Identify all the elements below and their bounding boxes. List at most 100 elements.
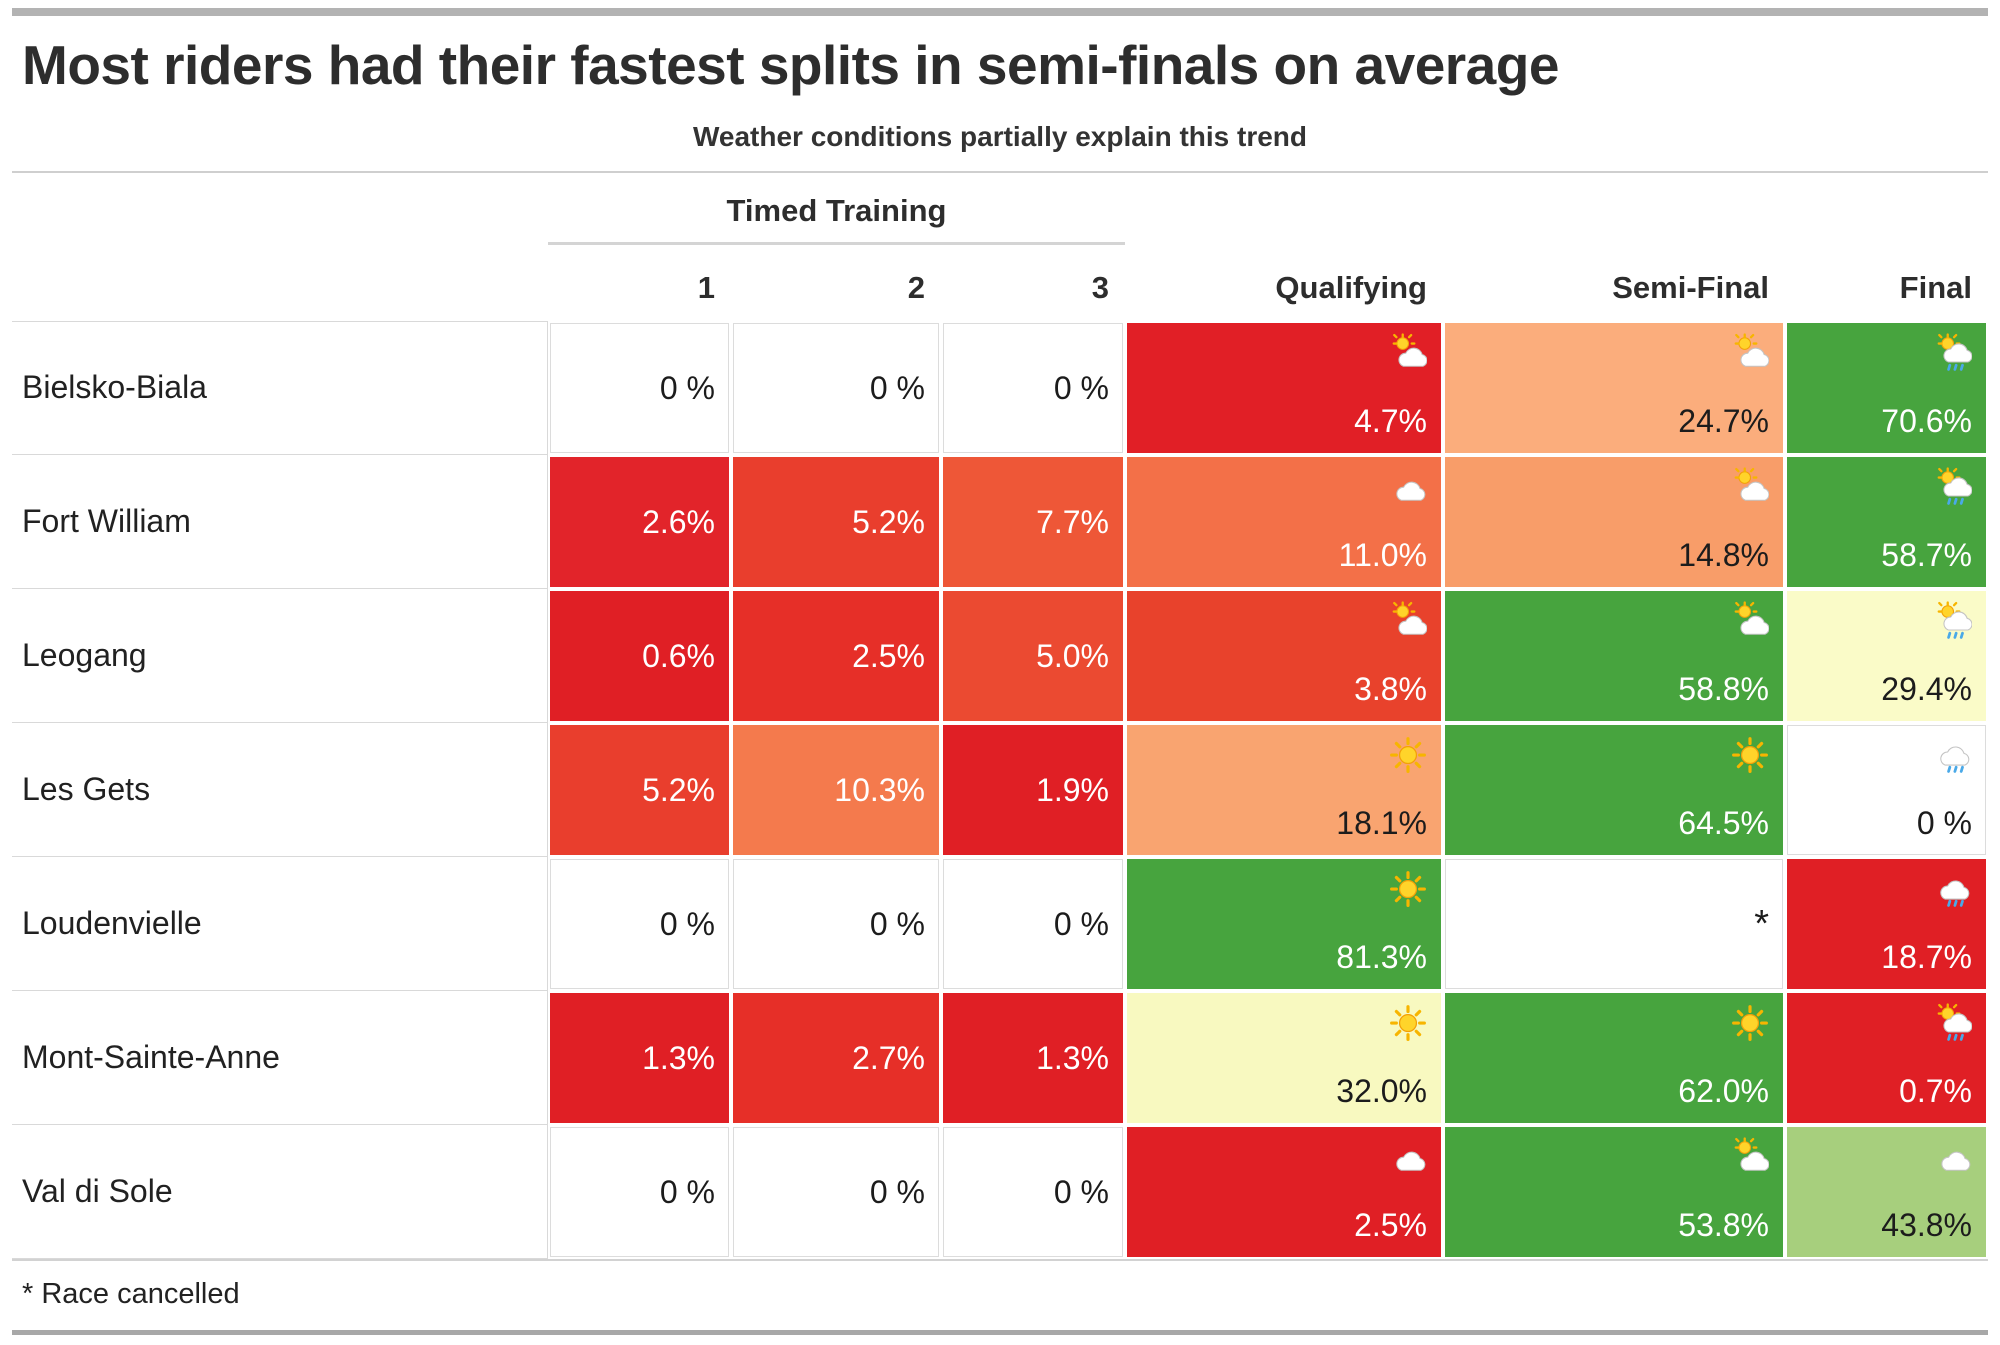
cell-leogang-tt2: 2.5%	[731, 588, 941, 723]
cell-value: 0.6%	[642, 637, 715, 674]
cancelled-marker: *	[1754, 902, 1769, 945]
cell-value: 0 %	[869, 1173, 925, 1210]
cell-value: 1.3%	[642, 1039, 715, 1076]
cell-leogang-final: 29.4%	[1785, 588, 1988, 723]
cell-les-gets-qualifying: 18.1%	[1125, 722, 1443, 857]
cell-value: 0 %	[1916, 804, 1972, 841]
cell-bielsko-biala-tt1: 0 %	[548, 320, 731, 455]
weather-sun-cloud-icon	[1731, 467, 1769, 505]
cell-les-gets-final: 0 %	[1785, 722, 1988, 857]
cell-value: 10.3%	[834, 771, 925, 808]
weather-cloud-icon	[1389, 467, 1427, 505]
weather-sun-cloud-icon	[1731, 1137, 1769, 1175]
cell-fort-william-tt2: 5.2%	[731, 454, 941, 589]
weather-rain-icon	[1934, 869, 1972, 907]
row-label: Fort William	[12, 454, 548, 589]
cell-mont-sainte-anne-semi-final: 62.0%	[1443, 990, 1785, 1125]
cell-value: 53.8%	[1678, 1206, 1769, 1243]
weather-cloud-icon	[1389, 1137, 1427, 1175]
cell-value: 1.3%	[1036, 1039, 1109, 1076]
cell-val-di-sole-qualifying: 2.5%	[1125, 1124, 1443, 1259]
weather-sun-cloud-icon	[1731, 333, 1769, 371]
cell-mont-sainte-anne-qualifying: 32.0%	[1125, 990, 1443, 1125]
cell-value: 70.6%	[1881, 402, 1972, 439]
cell-value: 0 %	[659, 369, 715, 406]
cell-bielsko-biala-tt3: 0 %	[941, 320, 1125, 455]
cell-value: 0 %	[659, 1173, 715, 1210]
cell-value: 2.7%	[852, 1039, 925, 1076]
cell-value: 29.4%	[1881, 670, 1972, 707]
cell-fort-william-qualifying: 11.0%	[1125, 454, 1443, 589]
cell-value: 0 %	[659, 905, 715, 942]
cell-value: 58.7%	[1881, 536, 1972, 573]
row-label: Les Gets	[12, 722, 548, 857]
page-title: Most riders had their fastest splits in …	[22, 34, 1559, 96]
cell-value: 24.7%	[1678, 402, 1769, 439]
cell-value: 62.0%	[1678, 1072, 1769, 1109]
weather-sun-icon	[1389, 869, 1427, 907]
header-divider	[12, 170, 1988, 173]
cell-value: 5.2%	[852, 503, 925, 540]
weather-sun-rain-icon	[1934, 333, 1972, 371]
cell-les-gets-tt1: 5.2%	[548, 722, 731, 857]
cell-value: 0 %	[869, 905, 925, 942]
weather-sun-icon	[1389, 735, 1427, 773]
footnote: * Race cancelled	[12, 1258, 1988, 1335]
row-label: Loudenvielle	[12, 856, 548, 991]
weather-sun-cloud-icon	[1731, 601, 1769, 639]
row-label: Val di Sole	[12, 1124, 548, 1259]
column-header-tt1: 1	[697, 269, 715, 305]
weather-sun-rain-icon	[1934, 467, 1972, 505]
cell-value: 11.0%	[1338, 536, 1427, 573]
cell-val-di-sole-tt3: 0 %	[941, 1124, 1125, 1259]
row-label: Mont-Sainte-Anne	[12, 990, 548, 1125]
cell-value: 0 %	[1053, 1173, 1109, 1210]
table-header: Timed Training 1 2 3 Qualifying Semi-Fin…	[12, 173, 1988, 321]
page-subtitle: Weather conditions partially explain thi…	[692, 120, 1308, 152]
cell-mont-sainte-anne-tt2: 2.7%	[731, 990, 941, 1125]
row-label: Bielsko-Biala	[12, 320, 548, 455]
column-header-semi-final: Semi-Final	[1612, 269, 1769, 305]
cell-les-gets-tt3: 1.9%	[941, 722, 1125, 857]
weather-sun-icon	[1731, 1003, 1769, 1041]
cell-fort-william-semi-final: 14.8%	[1443, 454, 1785, 589]
heatmap-grid: Bielsko-Biala 0 % 0 % 0 % 4.7% 24.7% 70.6% Fort…	[12, 320, 1988, 1259]
cell-value: 64.5%	[1678, 804, 1769, 841]
weather-sun-rain-icon	[1934, 601, 1972, 639]
cell-value: 2.5%	[1354, 1206, 1427, 1243]
cell-value: 58.8%	[1678, 670, 1769, 707]
weather-sun-rain-icon	[1934, 1003, 1972, 1041]
cell-value: 2.5%	[852, 637, 925, 674]
weather-cloud-icon	[1934, 1137, 1972, 1175]
cell-leogang-tt1: 0.6%	[548, 588, 731, 723]
page: Most riders had their fastest splits in …	[0, 8, 2000, 1345]
cell-value: 14.8%	[1678, 536, 1769, 573]
group-header-timed-training: Timed Training	[548, 173, 1125, 245]
cell-value: 1.9%	[1036, 771, 1109, 808]
cell-fort-william-final: 58.7%	[1785, 454, 1988, 589]
cell-bielsko-biala-semi-final: 24.7%	[1443, 320, 1785, 455]
cell-value: 18.1%	[1336, 804, 1427, 841]
cell-leogang-semi-final: 58.8%	[1443, 588, 1785, 723]
cell-value: 5.0%	[1036, 637, 1109, 674]
weather-sun-icon	[1731, 735, 1769, 773]
cell-les-gets-tt2: 10.3%	[731, 722, 941, 857]
cell-loudenvielle-tt1: 0 %	[548, 856, 731, 991]
cell-bielsko-biala-tt2: 0 %	[731, 320, 941, 455]
column-header-tt3: 3	[1091, 269, 1109, 305]
cell-fort-william-tt3: 7.7%	[941, 454, 1125, 589]
column-header-final: Final	[1899, 269, 1972, 305]
cell-loudenvielle-semi-final: *	[1443, 856, 1785, 991]
cell-val-di-sole-final: 43.8%	[1785, 1124, 1988, 1259]
weather-sun-cloud-icon	[1389, 333, 1427, 371]
cell-leogang-tt3: 5.0%	[941, 588, 1125, 723]
cell-loudenvielle-tt2: 0 %	[731, 856, 941, 991]
weather-rain-icon	[1934, 735, 1972, 773]
cell-value: 32.0%	[1336, 1072, 1427, 1109]
cell-mont-sainte-anne-final: 0.7%	[1785, 990, 1988, 1125]
cell-value: 5.2%	[642, 771, 715, 808]
cell-value: 7.7%	[1036, 503, 1109, 540]
cell-value: 0.7%	[1899, 1072, 1972, 1109]
cell-bielsko-biala-qualifying: 4.7%	[1125, 320, 1443, 455]
cell-value: 4.7%	[1354, 402, 1427, 439]
